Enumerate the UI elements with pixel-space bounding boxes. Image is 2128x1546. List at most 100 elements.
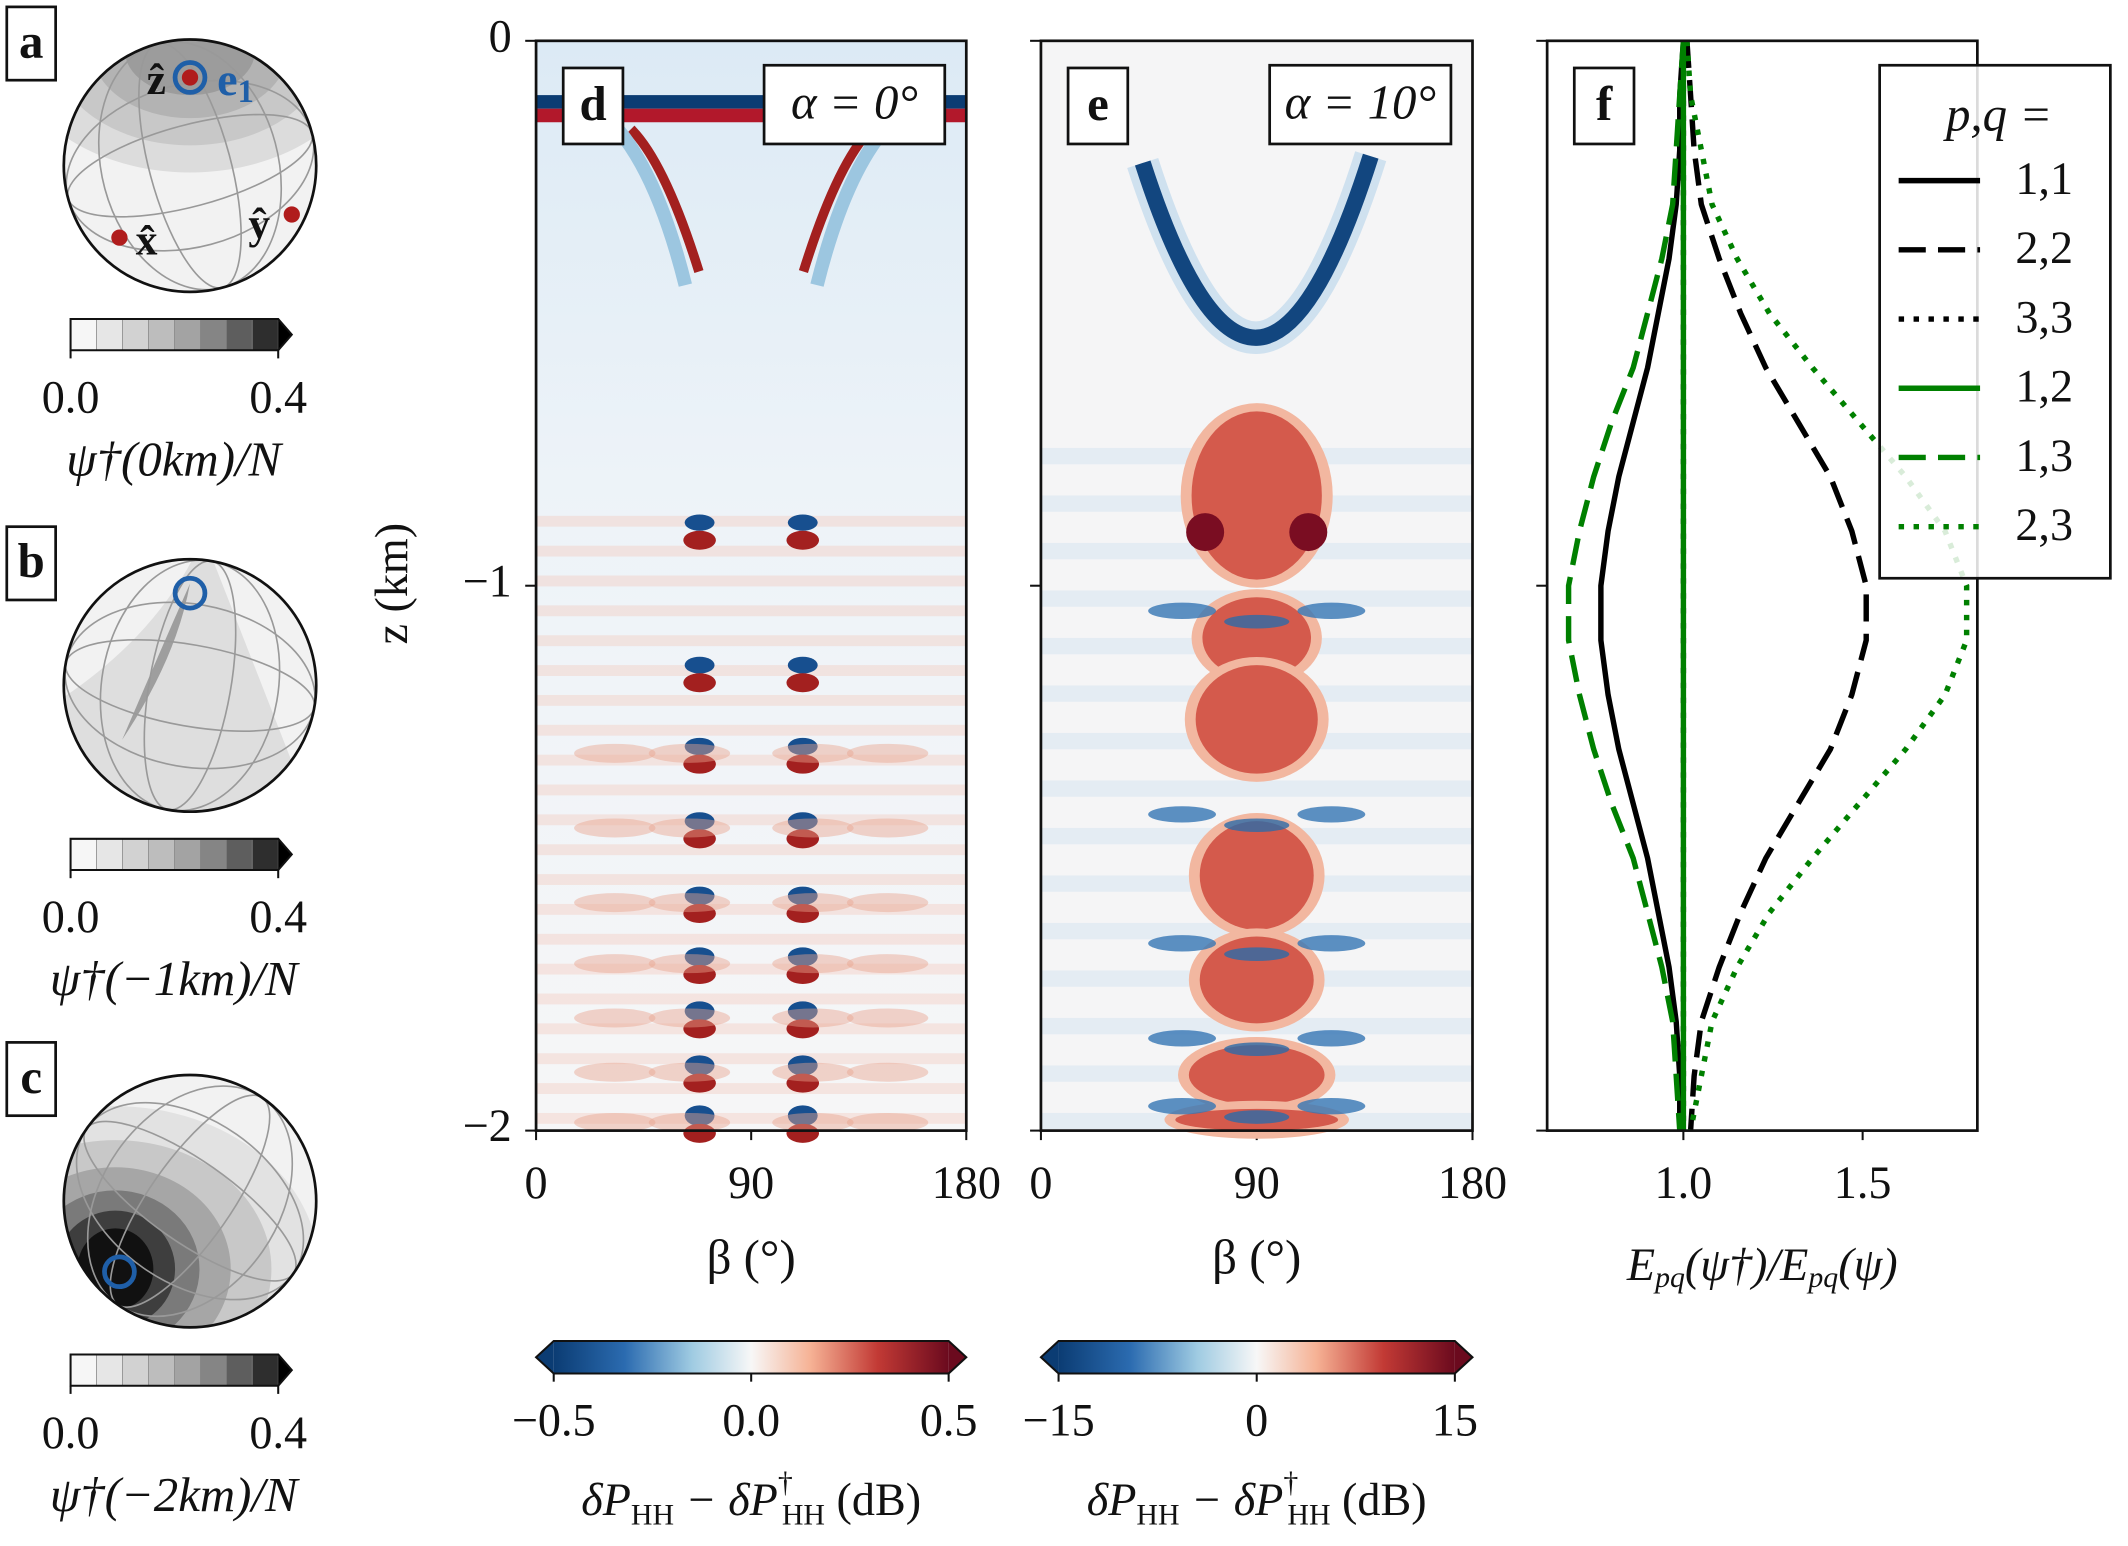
sphere-outline bbox=[62, 557, 318, 814]
x-tick-label: 0 bbox=[1029, 1157, 1052, 1208]
heatmap-feature bbox=[846, 954, 929, 974]
heatmap-feature bbox=[574, 818, 656, 838]
series-line bbox=[1565, 40, 1687, 1131]
panel-letter-box bbox=[5, 1041, 57, 1118]
heatmap-feature bbox=[772, 818, 854, 838]
heatmap-feature bbox=[787, 812, 818, 831]
heatmap-feature bbox=[1202, 597, 1311, 679]
heatmap-feature bbox=[1224, 1110, 1290, 1124]
colorbar-label-part: HH bbox=[631, 1498, 674, 1531]
heatmap-feature bbox=[1224, 818, 1290, 833]
heatmap-feature bbox=[574, 893, 656, 913]
heatmap-feature bbox=[1289, 513, 1328, 552]
shade-band bbox=[63, 559, 317, 812]
heatmap-feature bbox=[684, 947, 715, 967]
heatmap-feature bbox=[1224, 614, 1290, 629]
heatmap-feature bbox=[648, 1062, 731, 1082]
colorbar-extend bbox=[1454, 1340, 1473, 1374]
heatmap-feature bbox=[683, 673, 716, 693]
heatmap-feature bbox=[683, 829, 716, 849]
shade-band bbox=[122, 583, 190, 740]
colorbar-step bbox=[251, 838, 279, 871]
colorbar-step bbox=[122, 318, 149, 351]
vector-label-sub: 1 bbox=[238, 75, 254, 111]
colorbar-gradient bbox=[1058, 1340, 1455, 1374]
heatmap-feature bbox=[846, 1008, 929, 1028]
heatmap-stripe bbox=[536, 754, 967, 766]
series-line bbox=[1684, 40, 1869, 1131]
y-tick-label: 0 bbox=[489, 10, 512, 61]
heatmap-feature bbox=[1148, 806, 1216, 823]
colorbar-tick-label: 0.4 bbox=[249, 1407, 307, 1458]
colorbar-step bbox=[174, 838, 201, 871]
heatmap-feature bbox=[846, 893, 929, 913]
heatmap-feature bbox=[1297, 935, 1366, 952]
heatmap-stripe bbox=[536, 903, 967, 915]
heatmap-feature bbox=[787, 737, 818, 756]
heatmap-feature bbox=[684, 1001, 715, 1021]
vector-marker bbox=[172, 575, 208, 611]
colorbar-step bbox=[200, 1354, 227, 1387]
heatmap-stripe bbox=[536, 665, 967, 676]
series-line bbox=[1598, 40, 1687, 1131]
heatmap-feature bbox=[683, 1019, 716, 1039]
heatmap-feature bbox=[772, 954, 854, 974]
vector-label-main: e bbox=[217, 54, 237, 105]
sphere-shading bbox=[63, 39, 317, 291]
colorbar-step bbox=[200, 318, 227, 351]
colorbar-label: ψ†(0km)/N bbox=[66, 431, 283, 486]
panel-letter: f bbox=[1596, 76, 1613, 131]
colorbar-extend bbox=[278, 1354, 292, 1386]
x-tick-label: 90 bbox=[1234, 1157, 1280, 1208]
heatmap-stripe bbox=[536, 1023, 967, 1035]
colorbar-tick-label: 0.5 bbox=[920, 1395, 978, 1446]
panel-letter: d bbox=[579, 76, 606, 131]
heatmap-feature bbox=[787, 886, 818, 906]
colorbar-label-part: δP bbox=[1087, 1473, 1137, 1524]
heatmap-feature bbox=[1186, 513, 1225, 552]
annotation-box bbox=[1268, 63, 1453, 146]
x-axis-label-part: (ψ†)/ bbox=[1685, 1239, 1784, 1290]
heatmap-feature bbox=[648, 743, 731, 763]
axes-frame bbox=[1039, 39, 1474, 1132]
heatmap-feature bbox=[683, 1073, 716, 1093]
heatmap-feature bbox=[787, 947, 818, 967]
heatmap-feature bbox=[787, 514, 818, 531]
heatmap-feature bbox=[684, 1055, 715, 1076]
panel-letter: e bbox=[1087, 76, 1109, 131]
vector-marker bbox=[102, 1254, 137, 1290]
vector-marker bbox=[172, 60, 208, 95]
heatmap-stripe bbox=[536, 515, 967, 527]
shade-band bbox=[124, 39, 256, 96]
heatmap-feature bbox=[786, 829, 820, 849]
heatmap-feature bbox=[1224, 1042, 1290, 1056]
annotation-box bbox=[762, 63, 947, 146]
x-axis-label: β (°) bbox=[1212, 1229, 1301, 1284]
heatmap bbox=[1040, 40, 1473, 1139]
colorbar-step bbox=[225, 318, 253, 351]
colorbar-step bbox=[96, 838, 123, 871]
colorbar-step bbox=[174, 1354, 201, 1387]
heatmap-stripe bbox=[536, 874, 967, 885]
colorbar-label-part: − δP bbox=[1180, 1473, 1284, 1524]
heatmap-feature bbox=[787, 1001, 818, 1021]
sphere-shading bbox=[63, 1085, 317, 1328]
axis-point bbox=[283, 206, 300, 223]
heatmap-feature bbox=[684, 1105, 715, 1126]
axis-label: ŷ bbox=[248, 200, 270, 248]
heatmap-stripe bbox=[536, 545, 967, 557]
heatmap-feature bbox=[1199, 936, 1314, 1024]
x-tick-label: 1.5 bbox=[1834, 1157, 1892, 1208]
heatmap-feature bbox=[787, 1055, 818, 1076]
heatmap-feature bbox=[574, 1062, 656, 1082]
colorbar-frame bbox=[69, 837, 294, 872]
heatmap-stripe bbox=[536, 724, 967, 736]
colorbar-label-part: δP bbox=[581, 1473, 631, 1524]
colorbar-tick-label: 0.0 bbox=[42, 371, 100, 422]
colorbar-extend bbox=[1040, 1340, 1059, 1374]
heatmap-feature bbox=[846, 1112, 929, 1132]
colorbar: 0.0 0.4 bbox=[42, 1353, 307, 1458]
heatmap-feature bbox=[772, 893, 854, 913]
colorbar-extend bbox=[536, 1340, 554, 1374]
